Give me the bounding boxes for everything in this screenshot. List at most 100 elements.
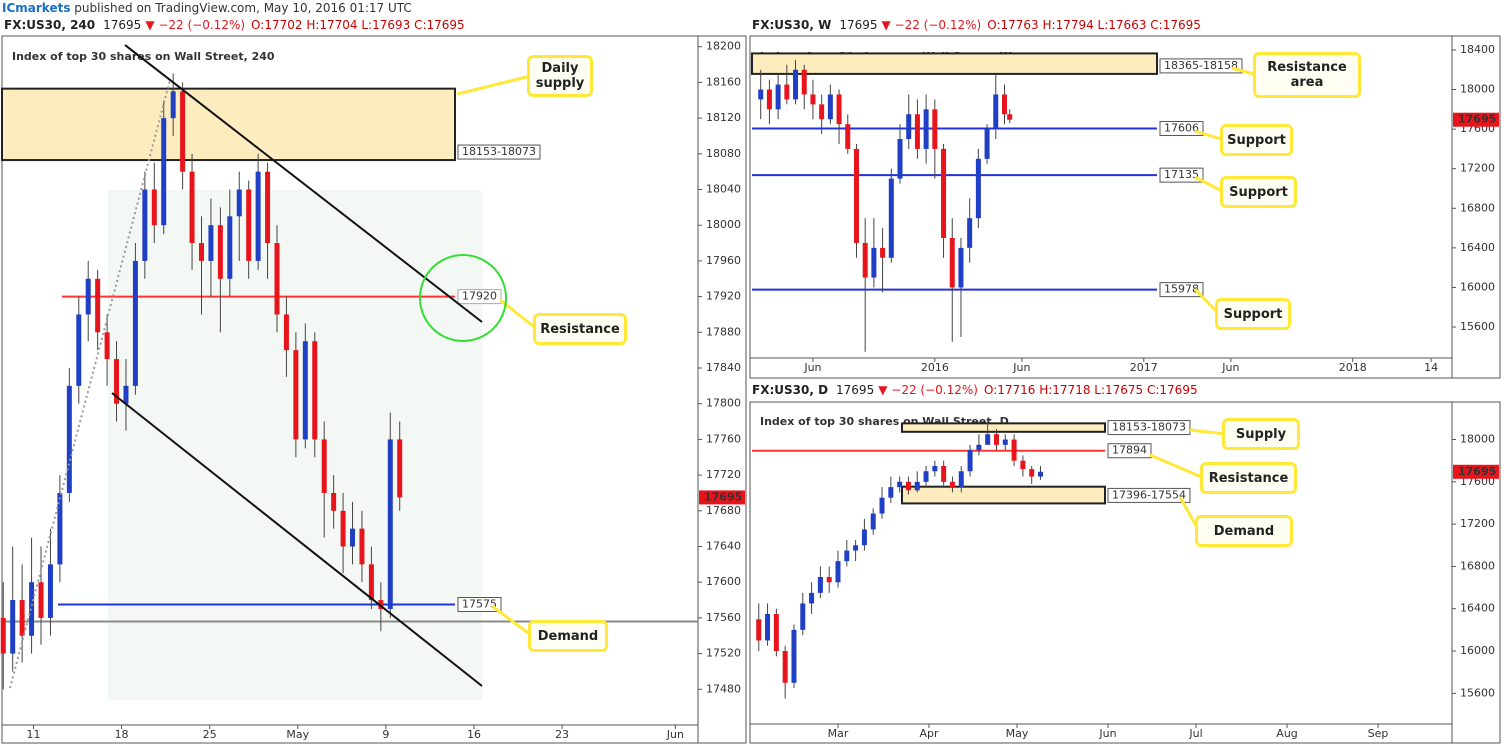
y-tick-label: 16800 (1460, 559, 1495, 572)
candle-body (871, 247, 877, 278)
level-label: 17575 (462, 598, 497, 611)
candle-body (756, 619, 762, 641)
candle-body (958, 471, 964, 488)
candle-body (888, 178, 894, 258)
level-label: 17606 (1164, 122, 1199, 135)
last-price-box (1453, 112, 1499, 127)
publish-line: ICmarkets published on TradingView.com, … (2, 1, 412, 15)
candle-body (791, 629, 797, 683)
candle-body (826, 577, 832, 583)
y-tick-label: 17720 (706, 468, 741, 481)
level-label: 18153-18073 (462, 145, 536, 158)
candle-body (114, 359, 120, 404)
candle-body (170, 91, 176, 119)
panel-frame (749, 401, 1501, 744)
y-tick-label: 15600 (1460, 686, 1495, 699)
level-label-box (457, 144, 541, 160)
callout-text: Resistance (1200, 462, 1297, 494)
candle-body (836, 94, 842, 125)
candle-body (784, 84, 790, 100)
candle-body (19, 600, 25, 636)
y-tick-label: 17800 (706, 397, 741, 410)
callout-pointer (1149, 453, 1205, 480)
x-tick-label: Jun (1098, 727, 1116, 740)
panel-frame (1, 35, 747, 744)
candle-body (1011, 439, 1017, 461)
channel-upper (124, 44, 483, 323)
candle-body (793, 69, 799, 100)
channel-lower (111, 392, 483, 687)
candle-body (359, 528, 365, 565)
y-tick-label: 17200 (1460, 517, 1495, 530)
y-tick-label: 18000 (706, 218, 741, 231)
callout-pointer (1194, 129, 1225, 142)
panel-frame (749, 35, 1501, 379)
candle-body (265, 171, 271, 244)
x-tick-label: Jun (666, 728, 684, 741)
candle-body (10, 600, 16, 654)
y-tick-label: 17760 (706, 432, 741, 445)
level-label: 17396-17554 (1112, 488, 1186, 501)
candle-body (976, 444, 982, 451)
last-price-box (699, 490, 745, 505)
candle-body (905, 481, 911, 491)
candle-body (397, 439, 403, 498)
candle-body (1029, 469, 1035, 477)
level-label-box (1159, 167, 1204, 183)
callout-text: Support (1220, 176, 1297, 208)
candle-body (766, 89, 772, 110)
y-tick-label: 17680 (706, 504, 741, 517)
candle-body (217, 225, 223, 279)
last-price: 17695 (836, 383, 874, 397)
zone (751, 52, 1158, 75)
symbol: FX:US30, D (752, 383, 828, 397)
level-label-box (457, 289, 502, 305)
x-tick-label: 2016 (921, 361, 949, 374)
y-tick-label: 17840 (706, 361, 741, 374)
ohlc: O:17702 H:17704 L:17693 C:17695 (251, 18, 465, 32)
candle-body (283, 314, 289, 351)
callout-text: Resistance (533, 313, 627, 345)
x-tick-label: 25 (203, 728, 217, 741)
callout: Support (1220, 124, 1293, 156)
candle-body (844, 550, 850, 562)
candle-body (350, 528, 356, 547)
level-label-box (1107, 487, 1191, 503)
candle-body (312, 341, 318, 440)
y-tick-label: 17960 (706, 254, 741, 267)
level-label: 17894 (1112, 444, 1147, 457)
candle-body (293, 350, 299, 440)
callout-text: Demand (1195, 515, 1293, 547)
x-tick-label: 23 (555, 728, 569, 741)
level-label: 18153-18073 (1112, 421, 1186, 434)
y-tick-label: 17600 (706, 575, 741, 588)
callout-pointer (456, 74, 532, 96)
candle-body (853, 545, 859, 551)
candle-body (932, 109, 938, 149)
callout: Resistance (533, 313, 627, 345)
candle-body (0, 617, 6, 654)
candle-body (775, 84, 781, 110)
y-tick-label: 16400 (1460, 602, 1495, 615)
y-tick-label: 16400 (1460, 241, 1495, 254)
candle-body (302, 341, 308, 440)
candle-body (782, 651, 788, 683)
candle-body (819, 104, 825, 120)
level-label: 17135 (1164, 168, 1199, 181)
candle-body (862, 242, 868, 278)
y-tick-label: 17880 (706, 325, 741, 338)
callout: Demand (1195, 515, 1293, 547)
y-tick-label: 18160 (706, 75, 741, 88)
candle-body (76, 314, 82, 386)
callout-pointer (1231, 66, 1258, 77)
y-tick-label: 17520 (706, 647, 741, 660)
callout: Daily supply (527, 55, 593, 97)
level-label-box (1159, 282, 1204, 298)
y-tick-label: 17640 (706, 540, 741, 553)
callout-pointer (491, 604, 533, 638)
level-label: 15978 (1164, 283, 1199, 296)
x-tick-label: Aug (1276, 727, 1297, 740)
callout-text: Support (1215, 298, 1291, 330)
last-price-label: 17695 (704, 490, 742, 503)
y-tick-label: 16000 (1460, 280, 1495, 293)
